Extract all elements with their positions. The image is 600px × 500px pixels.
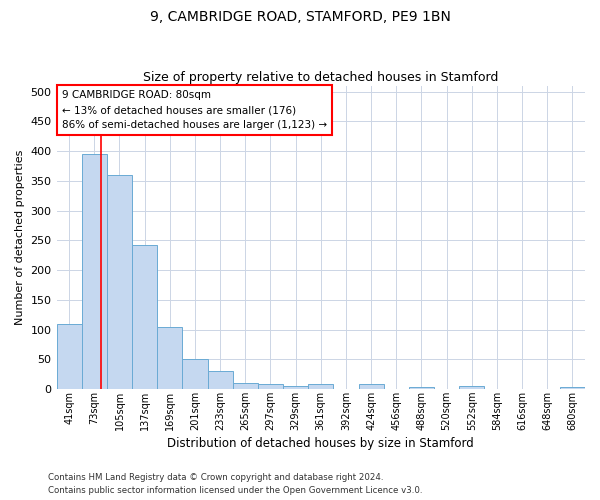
Bar xyxy=(182,360,208,389)
Text: Contains HM Land Registry data © Crown copyright and database right 2024.
Contai: Contains HM Land Registry data © Crown c… xyxy=(48,474,422,495)
Bar xyxy=(359,384,383,389)
Bar xyxy=(157,326,182,389)
Title: Size of property relative to detached houses in Stamford: Size of property relative to detached ho… xyxy=(143,72,499,85)
Y-axis label: Number of detached properties: Number of detached properties xyxy=(15,150,25,325)
Bar xyxy=(107,175,132,389)
Text: 9 CAMBRIDGE ROAD: 80sqm
← 13% of detached houses are smaller (176)
86% of semi-d: 9 CAMBRIDGE ROAD: 80sqm ← 13% of detache… xyxy=(62,90,327,130)
Bar xyxy=(82,154,107,389)
Bar xyxy=(258,384,283,389)
Bar xyxy=(208,372,233,389)
Bar xyxy=(283,386,308,389)
Bar xyxy=(409,388,434,389)
Bar xyxy=(233,383,258,389)
Bar xyxy=(308,384,334,389)
Bar xyxy=(560,388,585,389)
Bar xyxy=(459,386,484,389)
X-axis label: Distribution of detached houses by size in Stamford: Distribution of detached houses by size … xyxy=(167,437,474,450)
Bar xyxy=(132,244,157,389)
Bar xyxy=(56,324,82,389)
Text: 9, CAMBRIDGE ROAD, STAMFORD, PE9 1BN: 9, CAMBRIDGE ROAD, STAMFORD, PE9 1BN xyxy=(149,10,451,24)
